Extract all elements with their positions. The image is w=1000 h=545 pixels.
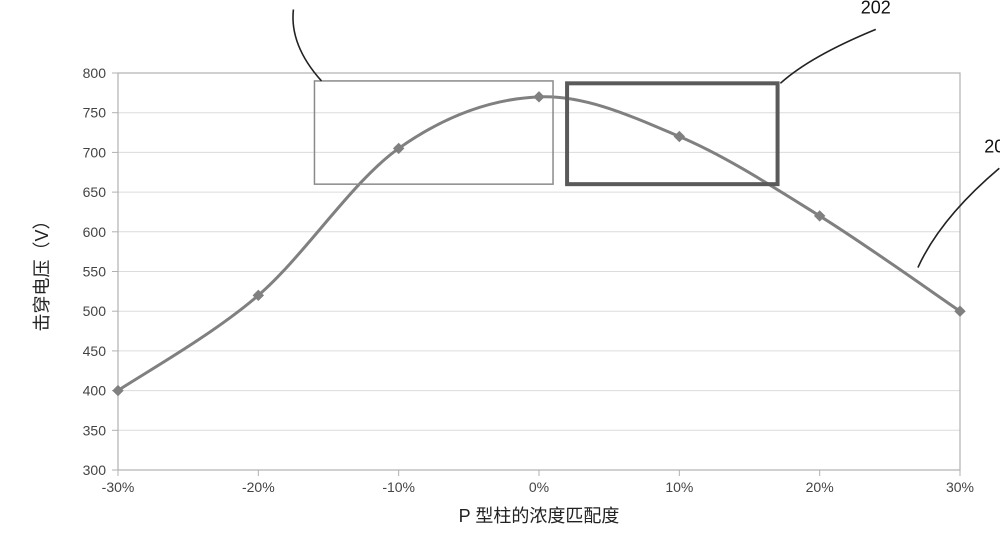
- x-tick-label: 10%: [665, 479, 693, 495]
- callout-label: 201: [984, 136, 1000, 156]
- x-tick-label: 30%: [946, 479, 974, 495]
- chart-svg: -30% -20% -10% 0% 10% 20% 30% 300 350 400 450 500 55…: [0, 0, 1000, 545]
- callout-leader: [293, 9, 322, 80]
- y-tick-label: 800: [83, 65, 107, 81]
- x-tick-label: 0%: [529, 479, 549, 495]
- chart-figure: -30% -20% -10% 0% 10% 20% 30% 300 350 400 450 500 55…: [0, 0, 1000, 545]
- y-tick-label: 650: [83, 184, 107, 200]
- y-tick-label: 350: [83, 422, 107, 438]
- y-tick-label: 600: [83, 224, 107, 240]
- x-tick-label: -10%: [382, 479, 415, 495]
- y-tick-label: 550: [83, 264, 107, 280]
- x-tick-label: -30%: [102, 479, 135, 495]
- x-axis-label: P 型柱的浓度匹配度: [459, 506, 620, 526]
- callout-label: 202: [861, 0, 891, 17]
- x-tick-label: -20%: [242, 479, 275, 495]
- y-axis-label: 击穿电压（V）: [32, 211, 52, 331]
- y-tick-label: 750: [83, 105, 107, 121]
- y-tick-label: 500: [83, 303, 107, 319]
- y-tick-label: 300: [83, 462, 107, 478]
- y-tick-label: 400: [83, 383, 107, 399]
- y-tick-label: 700: [83, 144, 107, 160]
- y-tick-label: 450: [83, 343, 107, 359]
- x-tick-label: 20%: [806, 479, 834, 495]
